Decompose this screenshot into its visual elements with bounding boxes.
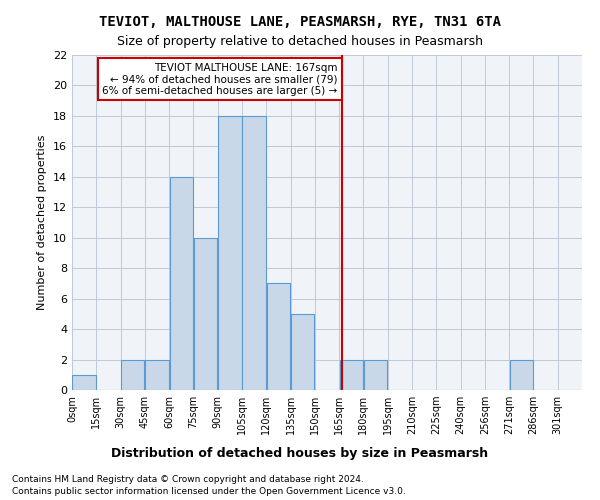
Bar (364, 360, 388, 390)
Bar (340, 360, 363, 390)
Bar (266, 284, 290, 390)
Bar (218, 116, 242, 390)
Text: TEVIOT MALTHOUSE LANE: 167sqm
← 94% of detached houses are smaller (79)
6% of se: TEVIOT MALTHOUSE LANE: 167sqm ← 94% of d… (102, 62, 338, 96)
Bar (121, 360, 145, 390)
Text: TEVIOT, MALTHOUSE LANE, PEASMARSH, RYE, TN31 6TA: TEVIOT, MALTHOUSE LANE, PEASMARSH, RYE, … (99, 15, 501, 29)
Text: Contains HM Land Registry data © Crown copyright and database right 2024.: Contains HM Land Registry data © Crown c… (12, 475, 364, 484)
Bar (73, 375, 96, 390)
Text: Distribution of detached houses by size in Peasmarsh: Distribution of detached houses by size … (112, 448, 488, 460)
Bar (242, 116, 266, 390)
Text: Size of property relative to detached houses in Peasmarsh: Size of property relative to detached ho… (117, 35, 483, 48)
Bar (194, 238, 217, 390)
Bar (145, 360, 169, 390)
Y-axis label: Number of detached properties: Number of detached properties (37, 135, 47, 310)
Bar (170, 177, 193, 390)
Bar (509, 360, 533, 390)
Bar (291, 314, 314, 390)
Text: Contains public sector information licensed under the Open Government Licence v3: Contains public sector information licen… (12, 487, 406, 496)
